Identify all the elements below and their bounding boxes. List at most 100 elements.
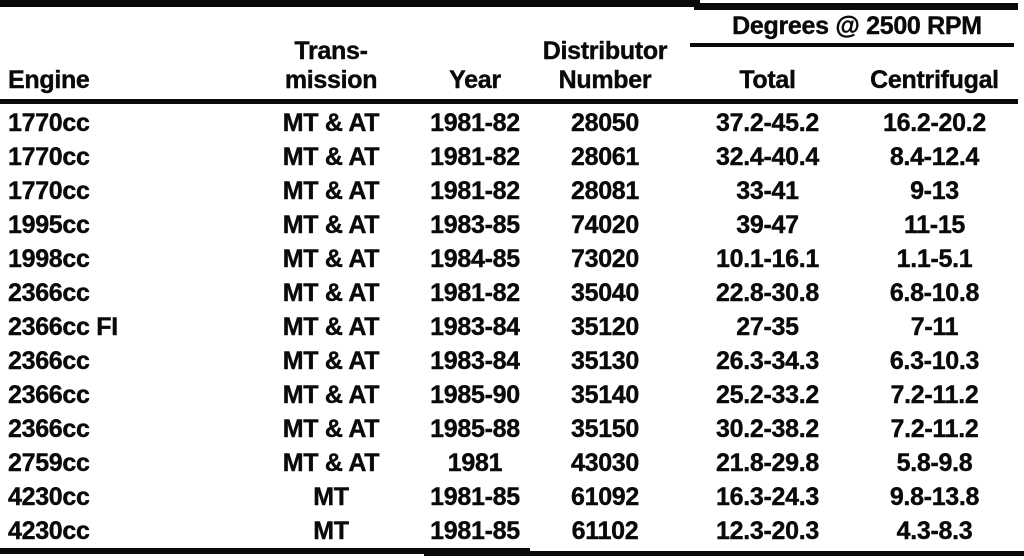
cell-total: 26.3-34.3 xyxy=(716,347,820,375)
cell-centrifugal: 5.8-9.8 xyxy=(896,449,973,477)
bottom-rule-right xyxy=(424,551,1024,556)
cell-total: 10.1-16.1 xyxy=(716,245,820,273)
cell-distributor: 43030 xyxy=(570,449,640,477)
col-header-year: Year xyxy=(449,66,501,94)
cell-distributor: 35130 xyxy=(570,347,640,375)
table-row: 2366cc FI MT & AT 1983-84 35120 27-35 7-… xyxy=(0,310,1024,344)
col-header-centrifugal: Centrifugal xyxy=(870,66,999,94)
cell-centrifugal: 8.4-12.4 xyxy=(889,143,980,171)
cell-year: 1985-90 xyxy=(430,381,520,409)
cell-distributor: 35040 xyxy=(570,279,640,307)
cell-engine: 1770cc xyxy=(8,177,90,205)
cell-transmission: MT xyxy=(313,517,349,545)
table-row: 2366cc MT & AT 1983-84 35130 26.3-34.3 6… xyxy=(0,344,1024,378)
cell-engine: 2366cc xyxy=(8,415,90,443)
cell-total: 39-47 xyxy=(736,211,799,239)
table-row: 1995cc MT & AT 1983-85 74020 39-47 11-15 xyxy=(0,208,1024,242)
cell-transmission: MT & AT xyxy=(282,415,380,443)
table-row: 2366cc MT & AT 1985-90 35140 25.2-33.2 7… xyxy=(0,378,1024,412)
cell-transmission: MT & AT xyxy=(282,177,380,205)
table-row: 1998cc MT & AT 1984-85 73020 10.1-16.1 1… xyxy=(0,242,1024,276)
cell-distributor: 35120 xyxy=(570,313,640,341)
cell-year: 1985-88 xyxy=(430,415,520,443)
cell-distributor: 61102 xyxy=(571,517,639,545)
degrees-group-underline xyxy=(690,43,1014,47)
col-header-distributor-line2: Number xyxy=(558,66,652,94)
cell-year: 1981-82 xyxy=(430,143,520,171)
table-body: 1770cc MT & AT 1981-82 28050 37.2-45.2 1… xyxy=(0,106,1024,548)
cell-distributor: 28050 xyxy=(570,109,640,137)
degrees-group-header: Degrees @ 2500 RPM xyxy=(732,12,982,40)
cell-engine: 2366cc xyxy=(8,347,90,375)
cell-distributor: 28061 xyxy=(570,143,640,171)
cell-transmission: MT & AT xyxy=(282,449,380,477)
cell-centrifugal: 6.3-10.3 xyxy=(889,347,980,375)
table-row: 1770cc MT & AT 1981-82 28061 32.4-40.4 8… xyxy=(0,140,1024,174)
cell-engine: 4230cc xyxy=(8,517,90,545)
cell-transmission: MT & AT xyxy=(282,279,380,307)
top-rule-left xyxy=(0,0,700,7)
cell-centrifugal: 11-15 xyxy=(903,211,966,239)
cell-transmission: MT xyxy=(313,483,349,511)
cell-total: 22.8-30.8 xyxy=(716,279,820,307)
degrees-column-group: Degrees @ 2500 RPM Total Centrifugal xyxy=(690,7,1024,99)
table-row: 1770cc MT & AT 1981-82 28050 37.2-45.2 1… xyxy=(0,106,1024,140)
cell-year: 1981-82 xyxy=(430,177,520,205)
cell-total: 30.2-38.2 xyxy=(716,415,820,443)
cell-distributor: 74020 xyxy=(570,211,640,239)
cell-engine: 1770cc xyxy=(8,143,90,171)
table-row: 2366cc MT & AT 1981-82 35040 22.8-30.8 6… xyxy=(0,276,1024,310)
cell-distributor: 28081 xyxy=(570,177,640,205)
col-header-transmission-line1: Trans- xyxy=(294,37,368,65)
cell-centrifugal: 9.8-13.8 xyxy=(889,483,980,511)
col-header-transmission: Trans- mission xyxy=(232,7,430,99)
cell-engine: 2366cc FI xyxy=(8,313,119,341)
cell-total: 16.3-24.3 xyxy=(716,483,820,511)
header-rule xyxy=(0,99,1018,104)
cell-transmission: MT & AT xyxy=(282,347,380,375)
cell-year: 1981 xyxy=(447,449,503,477)
cell-total: 12.3-20.3 xyxy=(716,517,820,545)
table-row: 4230cc MT 1981-85 61092 16.3-24.3 9.8-13… xyxy=(0,480,1024,514)
top-rule-right xyxy=(694,3,1018,10)
cell-transmission: MT & AT xyxy=(282,313,380,341)
cell-year: 1983-85 xyxy=(430,211,520,239)
table-header: Engine Trans- mission Year Distributor N… xyxy=(0,7,1024,99)
table-row: 2759cc MT & AT 1981 43030 21.8-29.8 5.8-… xyxy=(0,446,1024,480)
cell-distributor: 61092 xyxy=(570,483,640,511)
table-row: 4230cc MT 1981-85 61102 12.3-20.3 4.3-8.… xyxy=(0,514,1024,548)
cell-centrifugal: 4.3-8.3 xyxy=(896,517,973,545)
cell-transmission: MT & AT xyxy=(282,211,380,239)
cell-year: 1981-82 xyxy=(430,109,520,137)
table-row: 1770cc MT & AT 1981-82 28081 33-41 9-13 xyxy=(0,174,1024,208)
cell-transmission: MT & AT xyxy=(282,143,380,171)
table-row: 2366cc MT & AT 1985-88 35150 30.2-38.2 7… xyxy=(0,412,1024,446)
cell-total: 33-41 xyxy=(736,177,799,205)
cell-year: 1984-85 xyxy=(430,245,520,273)
cell-centrifugal: 6.8-10.8 xyxy=(889,279,980,307)
cell-transmission: MT & AT xyxy=(282,245,380,273)
cell-centrifugal: 7.2-11.2 xyxy=(890,415,979,443)
cell-total: 27-35 xyxy=(736,313,799,341)
cell-total: 25.2-33.2 xyxy=(716,381,820,409)
cell-engine: 4230cc xyxy=(8,483,90,511)
cell-year: 1981-82 xyxy=(430,279,520,307)
cell-engine: 1998cc xyxy=(8,245,90,273)
cell-total: 37.2-45.2 xyxy=(716,109,820,137)
cell-transmission: MT & AT xyxy=(282,109,380,137)
bottom-rule-left xyxy=(0,548,530,554)
cell-year: 1983-84 xyxy=(430,313,520,341)
col-header-total: Total xyxy=(739,66,796,94)
col-header-transmission-line2: mission xyxy=(284,66,378,94)
cell-engine: 1995cc xyxy=(8,211,90,239)
cell-distributor: 73020 xyxy=(570,245,640,273)
col-header-distributor: Distributor Number xyxy=(520,7,690,99)
cell-transmission: MT & AT xyxy=(282,381,380,409)
cell-centrifugal: 9-13 xyxy=(910,177,960,205)
col-header-engine: Engine xyxy=(8,66,90,94)
cell-centrifugal: 7.2-11.2 xyxy=(890,381,979,409)
cell-total: 32.4-40.4 xyxy=(716,143,820,171)
cell-engine: 2759cc xyxy=(8,449,90,477)
cell-centrifugal: 1.1-5.1 xyxy=(896,245,973,273)
